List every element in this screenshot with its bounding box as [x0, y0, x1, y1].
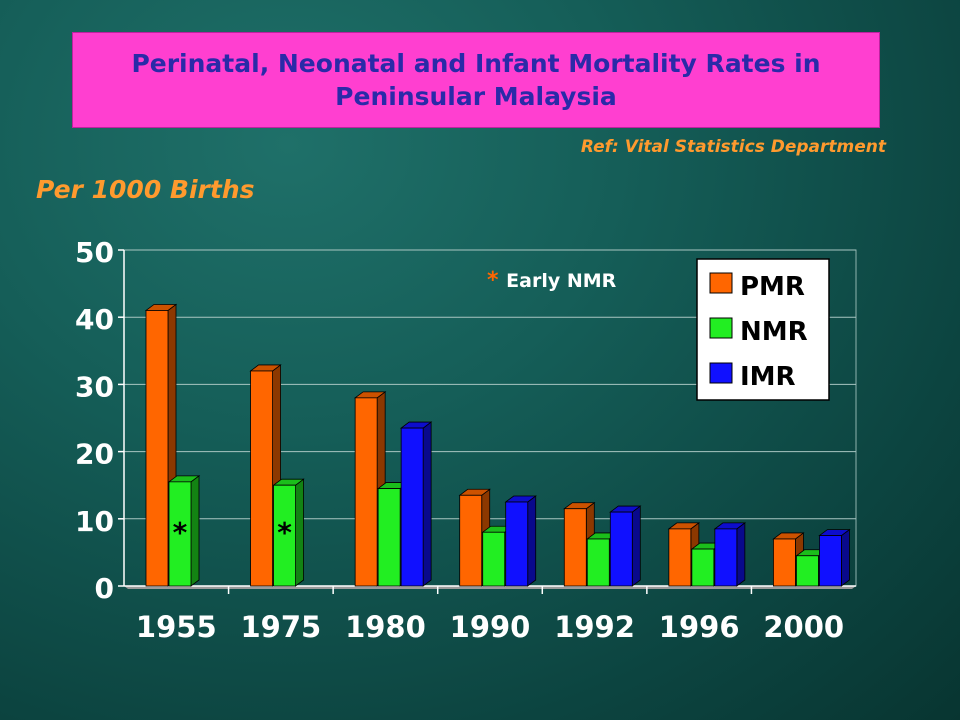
legend-swatch-nmr [709, 317, 733, 339]
y-tick-label: 50 [75, 236, 114, 269]
x-tick-label: 1996 [659, 610, 740, 644]
x-tick-label: 1990 [450, 610, 531, 644]
bar-side [736, 522, 746, 587]
x-tick-label: 1980 [345, 610, 426, 644]
bar-front [691, 548, 715, 587]
title-line-2: Peninsular Malaysia [335, 82, 617, 111]
early-nmr-star: * [173, 516, 188, 549]
legend-label-pmr: PMR [740, 272, 805, 302]
legend-label-imr: IMR [740, 362, 796, 392]
legend: PMR NMR IMR [696, 258, 830, 401]
bar-side [422, 421, 432, 587]
bar-front [609, 511, 633, 587]
x-tick-label: 1992 [554, 610, 635, 644]
x-tick-label: 1955 [136, 610, 217, 644]
bar-front [796, 555, 819, 587]
bar-front [505, 501, 529, 587]
title-line-1: Perinatal, Neonatal and Infant Mortality… [131, 49, 821, 78]
early-nmr-annotation: * Early NMR [487, 268, 617, 293]
bar-imr-1980 [399, 421, 433, 587]
bar-imr-1992 [609, 505, 642, 587]
units-label: Per 1000 Births [36, 175, 255, 204]
bar-front [377, 488, 401, 587]
bar-front [586, 538, 610, 587]
y-tick-label: 40 [75, 303, 114, 336]
annotation-marker: * [487, 268, 506, 293]
y-tick-label: 30 [75, 370, 114, 403]
bar-side [190, 475, 200, 587]
reference-note: Ref: Vital Statistics Department [580, 137, 886, 157]
bar-imr-2000 [818, 528, 851, 587]
bar-nmr-1955 [167, 475, 201, 587]
bar-front [482, 531, 506, 587]
bar-front [400, 427, 424, 587]
legend-swatch-pmr [709, 272, 733, 294]
bar-pmr-1980 [353, 391, 387, 587]
bar-imr-1990 [504, 495, 537, 587]
legend-label-nmr: NMR [740, 317, 808, 347]
bar-front [168, 481, 192, 587]
bar-front [819, 535, 842, 587]
bar-front [145, 310, 169, 587]
early-nmr-star: * [277, 516, 292, 549]
x-tick-label: 2000 [763, 610, 844, 644]
bar-front [354, 397, 378, 587]
bar-front [714, 528, 738, 587]
bar-front [459, 494, 483, 587]
bar-front [773, 538, 796, 587]
bar-side [841, 528, 850, 587]
y-tick-label: 0 [95, 572, 114, 605]
bar-front [563, 508, 587, 587]
bar-front [273, 484, 296, 587]
x-tick-label: 1975 [240, 610, 321, 644]
bar-front [250, 370, 273, 587]
y-tick-label: 20 [75, 438, 114, 471]
legend-swatch-imr [709, 362, 733, 384]
bar-nmr-1975 [272, 478, 305, 587]
bar-front [668, 528, 692, 587]
bar-imr-1996 [713, 522, 747, 587]
bar-side [527, 495, 537, 587]
bar-side [631, 505, 641, 587]
bar-pmr-1975 [249, 364, 282, 587]
y-tick-label: 10 [75, 505, 114, 538]
bar-side [295, 478, 304, 587]
annotation-text: Early NMR [506, 270, 616, 292]
title-banner: Perinatal, Neonatal and Infant Mortality… [72, 32, 880, 128]
